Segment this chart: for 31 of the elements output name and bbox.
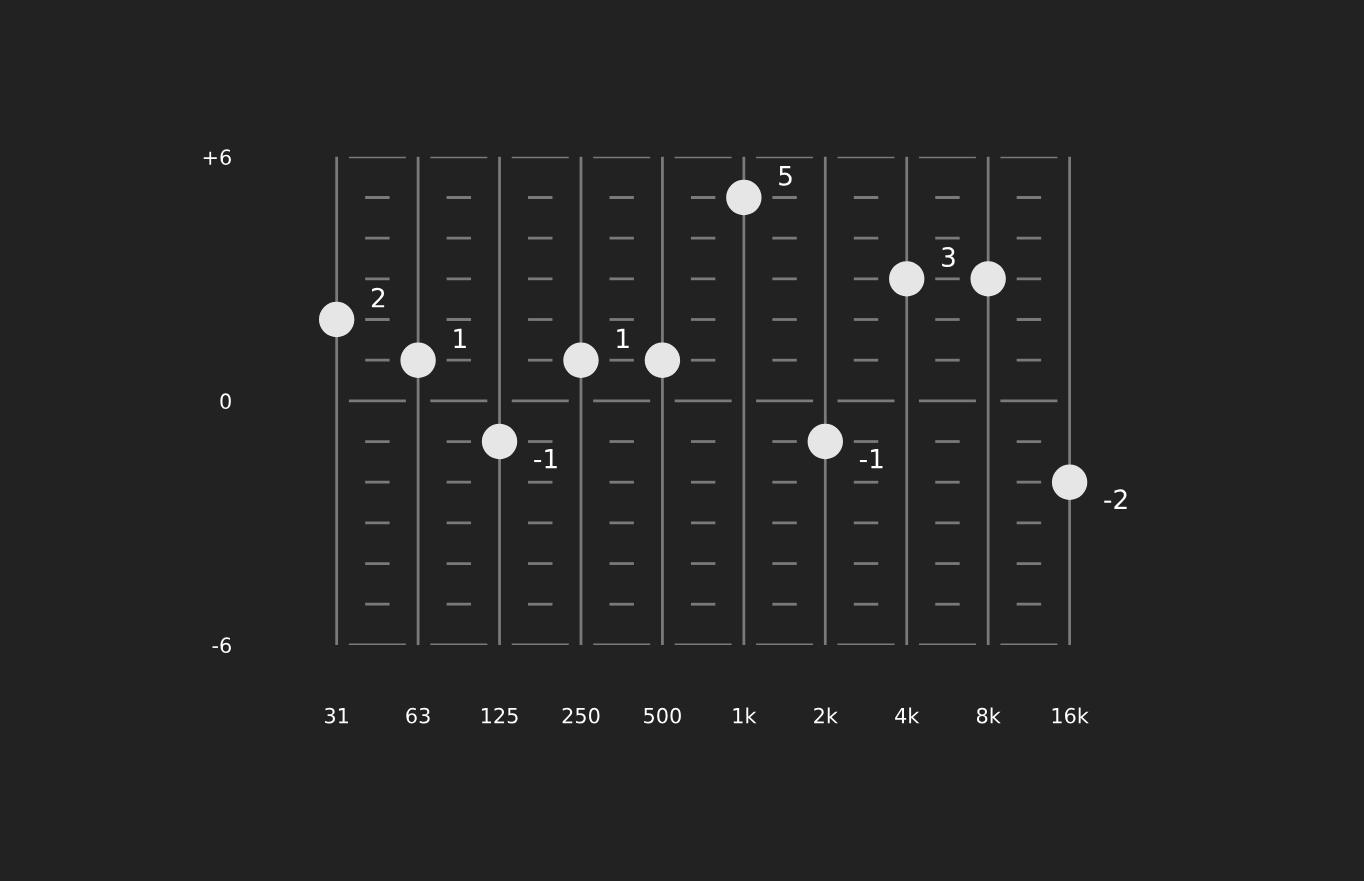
data-label: 5 (779, 166, 792, 186)
x-tick-label: 16k (1052, 707, 1089, 724)
y-tick-label: 0 (220, 393, 231, 410)
point (318, 301, 355, 338)
x-tick-label: 63 (406, 707, 430, 724)
x-tick-label: 500 (644, 707, 681, 724)
data-label: -1 (534, 449, 557, 469)
data-label: 2 (371, 287, 385, 308)
x-tick-label: 4k (895, 707, 920, 724)
point (889, 261, 925, 297)
x-tick-label: 125 (481, 707, 518, 724)
point (481, 423, 518, 460)
x-tick-label: 31 (325, 707, 348, 724)
point (400, 342, 436, 378)
data-label: -2 (1104, 489, 1127, 509)
point (726, 179, 762, 216)
y-tick-label: +6 (203, 149, 231, 166)
data-label: -1 (859, 449, 883, 469)
data-label: 1 (454, 328, 466, 349)
point (970, 261, 1006, 297)
x-tick-label: 1k (733, 707, 757, 724)
point (807, 423, 843, 460)
y-tick-label: -6 (212, 637, 231, 654)
data-label: 3 (942, 247, 955, 268)
point (1051, 464, 1088, 500)
point (563, 342, 599, 378)
point (644, 342, 681, 378)
x-tick-label: 250 (562, 707, 600, 724)
x-tick-label: 8k (976, 707, 1001, 724)
data-label: 1 (617, 328, 629, 349)
x-tick-label: 2k (814, 707, 838, 724)
